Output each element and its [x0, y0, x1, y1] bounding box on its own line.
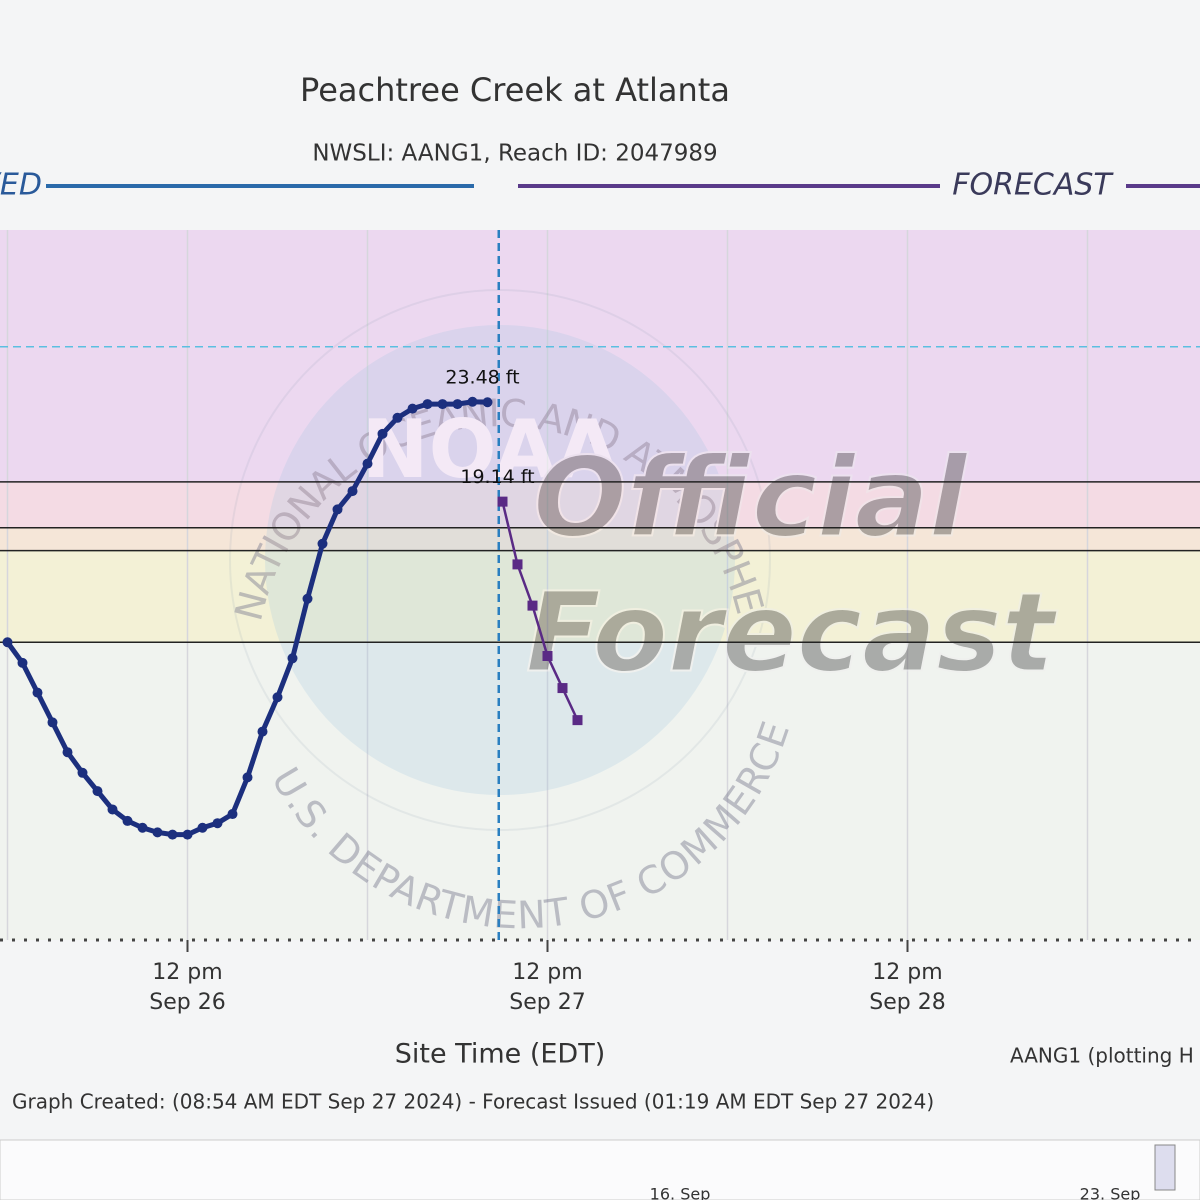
point: [392, 412, 403, 423]
point: [302, 593, 313, 604]
x-tick-label: Sep 27: [509, 990, 585, 1015]
footer-note: Graph Created: (08:54 AM EDT Sep 27 2024…: [12, 1090, 934, 1114]
chart-subtitle: NWSLI: AANG1, Reach ID: 2047989: [312, 141, 717, 167]
point: [512, 559, 523, 570]
point: [557, 683, 568, 694]
point: [92, 786, 103, 797]
point: [62, 747, 73, 758]
point: [407, 403, 418, 414]
point: [422, 399, 433, 410]
point: [32, 687, 43, 698]
forecast-heading: FORECAST: [952, 168, 1114, 203]
point: [437, 399, 448, 410]
value-label: 23.48 ft: [445, 367, 519, 389]
point: [77, 767, 88, 778]
point: [452, 399, 463, 410]
watermark-line2: Forecast: [526, 568, 1058, 696]
point: [182, 829, 193, 840]
point: [572, 715, 583, 726]
x-tick-label: 12 pm: [872, 960, 942, 985]
stage-band: [0, 550, 1200, 643]
stage-band: [0, 481, 1200, 528]
point: [542, 651, 553, 661]
stage-band: [0, 230, 1200, 482]
point: [47, 717, 58, 728]
x-tick-label: Sep 26: [149, 990, 225, 1015]
seal-logo: NOAA: [362, 403, 619, 496]
navigator: [0, 1139, 1200, 1200]
x-tick-label: Sep 28: [869, 990, 945, 1015]
point: [257, 726, 268, 737]
point: [497, 496, 508, 507]
point: [2, 637, 13, 648]
point: [212, 818, 223, 829]
navigator-handle[interactable]: [1154, 1144, 1176, 1191]
point: [347, 486, 358, 497]
point: [242, 772, 253, 783]
navigator-label: 23. Sep: [1080, 1185, 1141, 1200]
watermark-line1: Official: [533, 433, 968, 561]
point: [167, 829, 178, 840]
site-note: AANG1 (plotting H: [1010, 1044, 1194, 1068]
point: [107, 804, 118, 815]
point: [287, 653, 298, 664]
point: [317, 538, 328, 549]
point: [272, 692, 283, 703]
point: [137, 822, 148, 833]
point: [527, 600, 538, 611]
point: [482, 397, 493, 408]
navigator-label: 16. Sep: [650, 1185, 711, 1200]
point: [197, 822, 208, 833]
x-tick-label: 12 pm: [152, 960, 222, 985]
x-axis-title: Site Time (EDT): [395, 1039, 606, 1070]
stage-band: [0, 527, 1200, 551]
point: [17, 657, 28, 668]
point: [122, 815, 133, 826]
point: [227, 809, 238, 820]
point: [467, 396, 478, 407]
point: [377, 428, 388, 439]
series-line: [501, 501, 579, 721]
value-label: 19.14 ft: [460, 466, 534, 488]
x-tick-label: 12 pm: [512, 960, 582, 985]
observed-heading: OBSERVED: [0, 168, 42, 203]
chart-title: Peachtree Creek at Atlanta: [300, 71, 730, 109]
point: [332, 504, 343, 515]
point: [362, 458, 373, 469]
point: [152, 827, 163, 838]
